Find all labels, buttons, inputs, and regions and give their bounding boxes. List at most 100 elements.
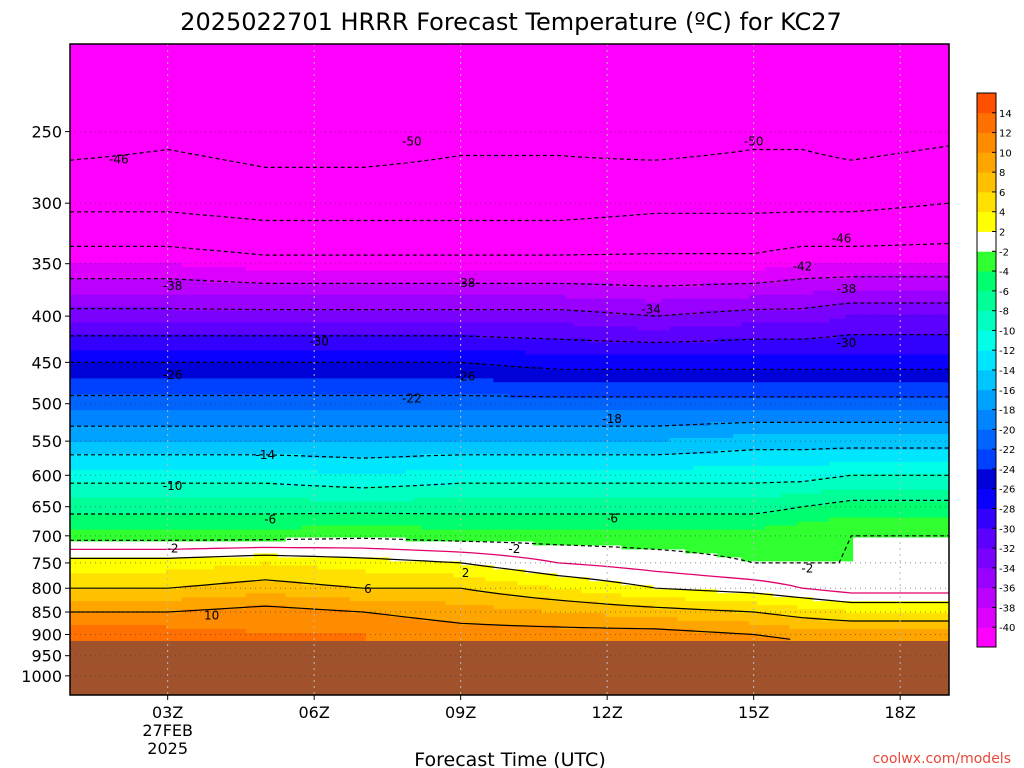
temperature-cell	[845, 434, 854, 451]
temperature-cell	[541, 410, 551, 427]
temperature-cell	[821, 505, 830, 523]
temperature-cell	[653, 629, 662, 642]
temperature-cell	[757, 529, 766, 562]
temperature-cell	[221, 410, 231, 427]
temperature-cell	[493, 382, 503, 395]
temperature-cell	[853, 621, 862, 630]
temperature-cell	[701, 342, 710, 356]
temperature-cell	[845, 517, 854, 562]
temperature-cell	[373, 294, 383, 312]
colorbar-label: -28	[999, 505, 1015, 516]
temperature-cell	[437, 529, 447, 543]
temperature-cell	[181, 569, 191, 586]
temperature-cell	[77, 394, 87, 411]
temperature-cell	[773, 497, 782, 511]
contour-label: -30	[837, 336, 857, 350]
temperature-cell	[405, 44, 415, 272]
temperature-cell	[453, 44, 463, 272]
contours: -46-50 -50-46-42-38 -38 -38-34-30 -30-26 -26-…	[69, 134, 950, 640]
temperature-cell	[509, 410, 519, 427]
temperature-cell	[85, 625, 95, 642]
temperature-cell	[549, 481, 559, 499]
temperature-cell	[893, 501, 902, 519]
temperature-cell	[341, 394, 351, 411]
temperature-cell	[429, 573, 439, 590]
temperature-cell	[885, 334, 894, 356]
temperature-cell	[77, 410, 87, 427]
temperature-cell	[845, 302, 854, 316]
temperature-cell	[229, 529, 239, 543]
temperature-cell	[381, 270, 391, 284]
temperature-cell	[653, 589, 662, 598]
temperature-cell	[893, 354, 902, 371]
temperature-cell	[397, 362, 407, 379]
temperature-cell	[349, 362, 359, 379]
temperature-cell	[125, 262, 135, 280]
temperature-cell	[277, 44, 287, 272]
temperature-cell	[557, 629, 567, 642]
temperature-cell	[725, 593, 734, 602]
temperature-cell	[149, 529, 159, 543]
temperature-cell	[797, 382, 806, 399]
temperature-cell	[389, 601, 399, 618]
temperature-cell	[805, 410, 814, 423]
temperature-cell	[565, 497, 575, 515]
temperature-cell	[557, 589, 567, 602]
temperature-cell	[509, 513, 519, 531]
temperature-cell	[845, 314, 854, 336]
temperature-cell	[709, 513, 718, 531]
temperature-cell	[885, 449, 894, 463]
temperature-cell	[605, 410, 614, 427]
temperature-cell	[229, 453, 239, 471]
temperature-cell	[677, 426, 686, 439]
temperature-cell	[461, 453, 471, 471]
temperature-cell	[845, 262, 854, 280]
temperature-cell	[677, 370, 686, 383]
temperature-cell	[101, 294, 111, 308]
temperature-cell	[645, 314, 654, 332]
temperature-cell	[93, 625, 103, 642]
temperature-cell	[565, 270, 575, 284]
temperature-cell	[493, 441, 503, 455]
temperature-cell	[845, 354, 854, 371]
temperature-cell	[229, 441, 239, 455]
temperature-cell	[133, 453, 143, 471]
temperature-cell	[205, 541, 215, 558]
temperature-cell	[245, 294, 255, 312]
temperature-cell	[813, 609, 822, 618]
temperature-cell	[421, 621, 431, 642]
temperature-cell	[469, 410, 479, 427]
temperature-cell	[237, 629, 247, 642]
temperature-cell	[701, 398, 710, 411]
temperature-cell	[205, 609, 215, 630]
temperature-cell	[157, 513, 167, 531]
temperature-cell	[829, 306, 838, 320]
temperature-cell	[165, 294, 175, 308]
temperature-cell	[613, 270, 622, 288]
temperature-cell	[253, 593, 263, 606]
temperature-cell	[165, 362, 175, 379]
temperature-cell	[757, 465, 766, 483]
temperature-cell	[109, 453, 119, 471]
temperature-cell	[773, 636, 782, 642]
temperature-cell	[397, 513, 407, 527]
temperature-cell	[213, 481, 223, 499]
temperature-cell	[781, 525, 790, 562]
temperature-cell	[293, 362, 303, 379]
temperature-cell	[781, 322, 790, 340]
temperature-cell	[773, 282, 782, 296]
temperature-cell	[413, 44, 423, 272]
temperature-cell	[797, 465, 806, 483]
temperature-cell	[613, 545, 622, 582]
temperature-cell	[333, 426, 343, 443]
temperature-cell	[213, 629, 223, 642]
colorbar-label: -26	[999, 485, 1015, 496]
temperature-cell	[77, 613, 87, 626]
temperature-cell	[533, 338, 543, 356]
temperature-cell	[781, 370, 790, 383]
temperature-cell	[133, 334, 143, 352]
temperature-cell	[317, 569, 327, 586]
temperature-cell	[709, 298, 718, 312]
temperature-cell	[85, 513, 95, 531]
temperature-cell	[133, 394, 143, 411]
